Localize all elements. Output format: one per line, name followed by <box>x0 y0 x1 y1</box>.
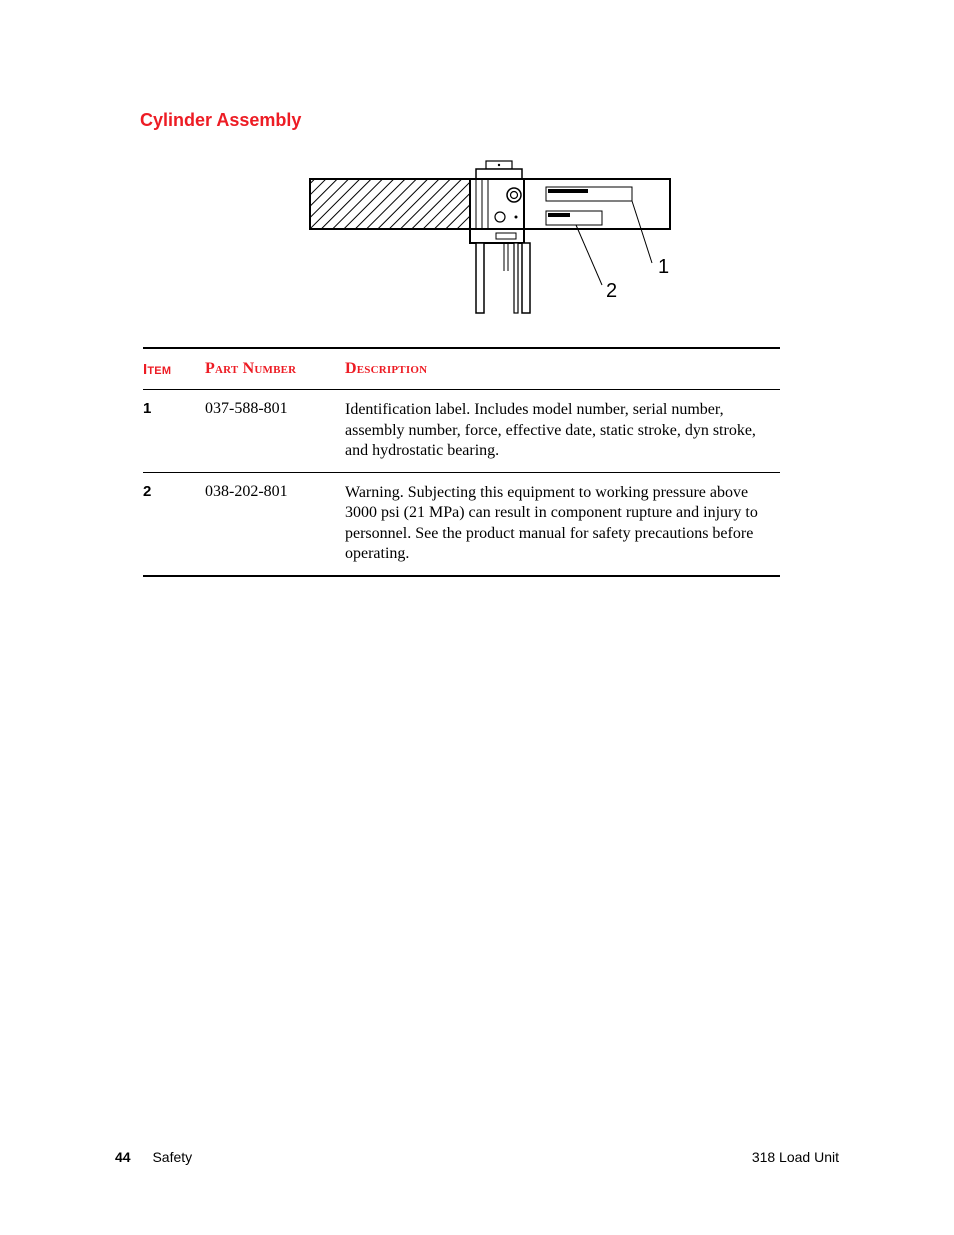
cell-item: 1 <box>143 390 205 472</box>
cell-part: 037-588-801 <box>205 390 345 472</box>
cell-part: 038-202-801 <box>205 472 345 575</box>
footer-left: 44 Safety <box>115 1149 192 1165</box>
section-heading: Cylinder Assembly <box>140 110 839 131</box>
cell-item: 2 <box>143 472 205 575</box>
footer-section: Safety <box>152 1149 192 1165</box>
diagram-container: 1 2 <box>140 159 839 317</box>
header-desc: Description <box>345 348 780 390</box>
header-part: Part Number <box>205 348 345 390</box>
parts-table: Item Part Number Description 1 037-588-8… <box>143 347 780 577</box>
cell-desc: Identification label. Includes model num… <box>345 390 780 472</box>
callout-1: 1 <box>658 256 669 278</box>
cylinder-assembly-diagram: 1 2 <box>300 159 680 317</box>
footer-doc-title: 318 Load Unit <box>752 1149 839 1165</box>
table-row: 2 038-202-801 Warning. Subjecting this e… <box>143 472 780 575</box>
page-number: 44 <box>115 1149 131 1165</box>
page-footer: 44 Safety 318 Load Unit <box>115 1149 839 1165</box>
header-item: Item <box>143 348 205 390</box>
callout-2: 2 <box>606 280 617 302</box>
table-row: 1 037-588-801 Identification label. Incl… <box>143 390 780 472</box>
cell-desc: Warning. Subjecting this equipment to wo… <box>345 472 780 575</box>
